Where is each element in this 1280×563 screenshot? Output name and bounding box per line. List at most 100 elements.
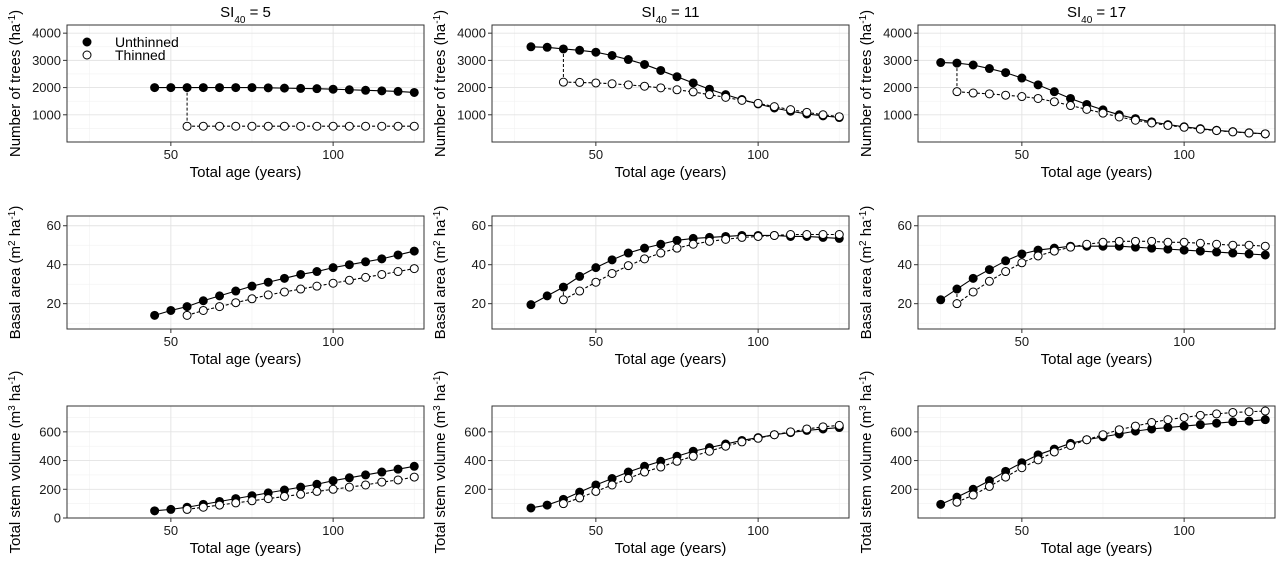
unthinned-point: [361, 85, 371, 95]
thinned-point: [721, 234, 731, 244]
x-tick-label: 100: [747, 147, 769, 162]
x-tick-label: 100: [747, 523, 769, 538]
thinned-point: [640, 81, 650, 91]
unthinned-point: [1033, 80, 1043, 90]
panel-border: [491, 215, 850, 330]
unthinned-point: [198, 83, 208, 93]
thinned-point: [198, 502, 208, 512]
thinned-point: [818, 422, 828, 432]
panel-border: [66, 215, 425, 330]
unthinned-point: [263, 277, 273, 287]
thinned-point: [968, 490, 978, 500]
thinned-point: [296, 489, 306, 499]
thinned-point: [558, 295, 568, 305]
thinned-point: [1033, 251, 1043, 261]
thinned-point: [558, 77, 568, 87]
thinned-point: [1066, 242, 1076, 252]
unthinned-point: [1017, 73, 1027, 83]
x-tick-label: 50: [1015, 147, 1029, 162]
thinned-point: [1195, 410, 1205, 420]
thinned-point: [656, 83, 666, 93]
y-axis-title: Total stem volume (m3 ha-1): [432, 371, 450, 554]
thinned-point: [182, 504, 192, 514]
unthinned-point: [1195, 246, 1205, 256]
thinned-point: [834, 230, 844, 240]
thinned-point: [393, 121, 403, 131]
unthinned-point: [640, 243, 650, 253]
y-axis-title: Basal area (m2 ha-1): [432, 206, 450, 340]
y-tick-label: 600: [890, 424, 912, 439]
unthinned-point: [361, 257, 371, 267]
thinned-point: [231, 498, 241, 508]
unthinned-point: [344, 260, 354, 270]
thinned-point: [231, 121, 241, 131]
panel-background: [67, 216, 424, 329]
y-tick-label: 0: [54, 511, 61, 526]
unthinned-point: [591, 47, 601, 57]
panel-background: [492, 406, 849, 518]
thinned-point: [737, 232, 747, 242]
thinned-point: [704, 90, 714, 100]
unthinned-point: [640, 59, 650, 69]
thinned-point: [215, 302, 225, 312]
thinned-point: [607, 480, 617, 490]
unthinned-point: [623, 55, 633, 65]
thinned-point: [1114, 236, 1124, 246]
thinned-point: [1260, 406, 1270, 416]
unthinned-point: [231, 286, 241, 296]
thinned-point: [1228, 127, 1238, 137]
unthinned-point: [656, 65, 666, 75]
thinned-point: [1017, 92, 1027, 102]
thinned-point: [215, 500, 225, 510]
y-tick-label: 40: [47, 257, 61, 272]
x-axis-title: Total age (years): [1041, 164, 1153, 181]
y-tick-label: 40: [472, 257, 486, 272]
thinned-point: [656, 462, 666, 472]
thinned-point: [247, 496, 257, 506]
thinned-point: [984, 276, 994, 286]
thinned-point: [312, 281, 322, 291]
thinned-point: [296, 284, 306, 294]
unthinned-point: [1244, 416, 1254, 426]
thinned-point: [409, 264, 419, 274]
thinned-point: [215, 121, 225, 131]
thinned-point: [656, 248, 666, 258]
unthinned-point: [215, 291, 225, 301]
thinned-point: [182, 310, 192, 320]
unthinned-point: [542, 291, 552, 301]
unthinned-point: [166, 305, 176, 315]
unthinned-point: [936, 58, 946, 68]
x-tick-label: 100: [322, 523, 344, 538]
thinned-point: [377, 121, 387, 131]
thinned-point: [1066, 101, 1076, 111]
unthinned-point: [688, 78, 698, 88]
thinned-point: [672, 456, 682, 466]
thinned-point: [721, 441, 731, 451]
panel-r1-c1: 50 100 20 40 60 Total age (years) Basal area (…: [432, 206, 850, 368]
unthinned-point: [247, 281, 257, 291]
panel-background: [67, 406, 424, 518]
thinned-point: [1130, 115, 1140, 125]
thinned-point: [753, 98, 763, 108]
panel-background: [918, 216, 1275, 329]
thinned-point: [1147, 236, 1157, 246]
thinned-point: [1260, 129, 1270, 139]
thinned-point: [1244, 407, 1254, 417]
thinned-point: [968, 287, 978, 297]
thinned-point: [952, 497, 962, 507]
panel-border: [491, 24, 850, 143]
thinned-point: [231, 298, 241, 308]
thinned-point: [688, 87, 698, 97]
unthinned-point: [936, 295, 946, 305]
thinned-point: [247, 121, 257, 131]
panel-border: [917, 405, 1276, 519]
thinned-point: [753, 433, 763, 443]
thinned-point: [1212, 239, 1222, 249]
y-tick-label: 1000: [883, 107, 912, 122]
thinned-point: [688, 451, 698, 461]
thinned-point: [704, 446, 714, 456]
panel-border: [66, 405, 425, 519]
legend-unthinned-marker: [82, 37, 92, 47]
